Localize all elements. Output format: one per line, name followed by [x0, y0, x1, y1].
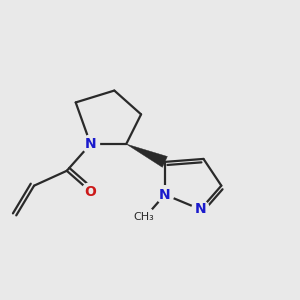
Circle shape: [192, 200, 209, 218]
Text: CH₃: CH₃: [134, 212, 154, 222]
Text: O: O: [85, 184, 97, 199]
Circle shape: [133, 207, 155, 230]
Polygon shape: [126, 144, 167, 167]
Circle shape: [82, 183, 100, 200]
Circle shape: [156, 186, 174, 203]
Text: N: N: [195, 202, 206, 216]
Text: N: N: [85, 137, 96, 151]
Circle shape: [82, 135, 100, 153]
Text: N: N: [159, 188, 171, 202]
